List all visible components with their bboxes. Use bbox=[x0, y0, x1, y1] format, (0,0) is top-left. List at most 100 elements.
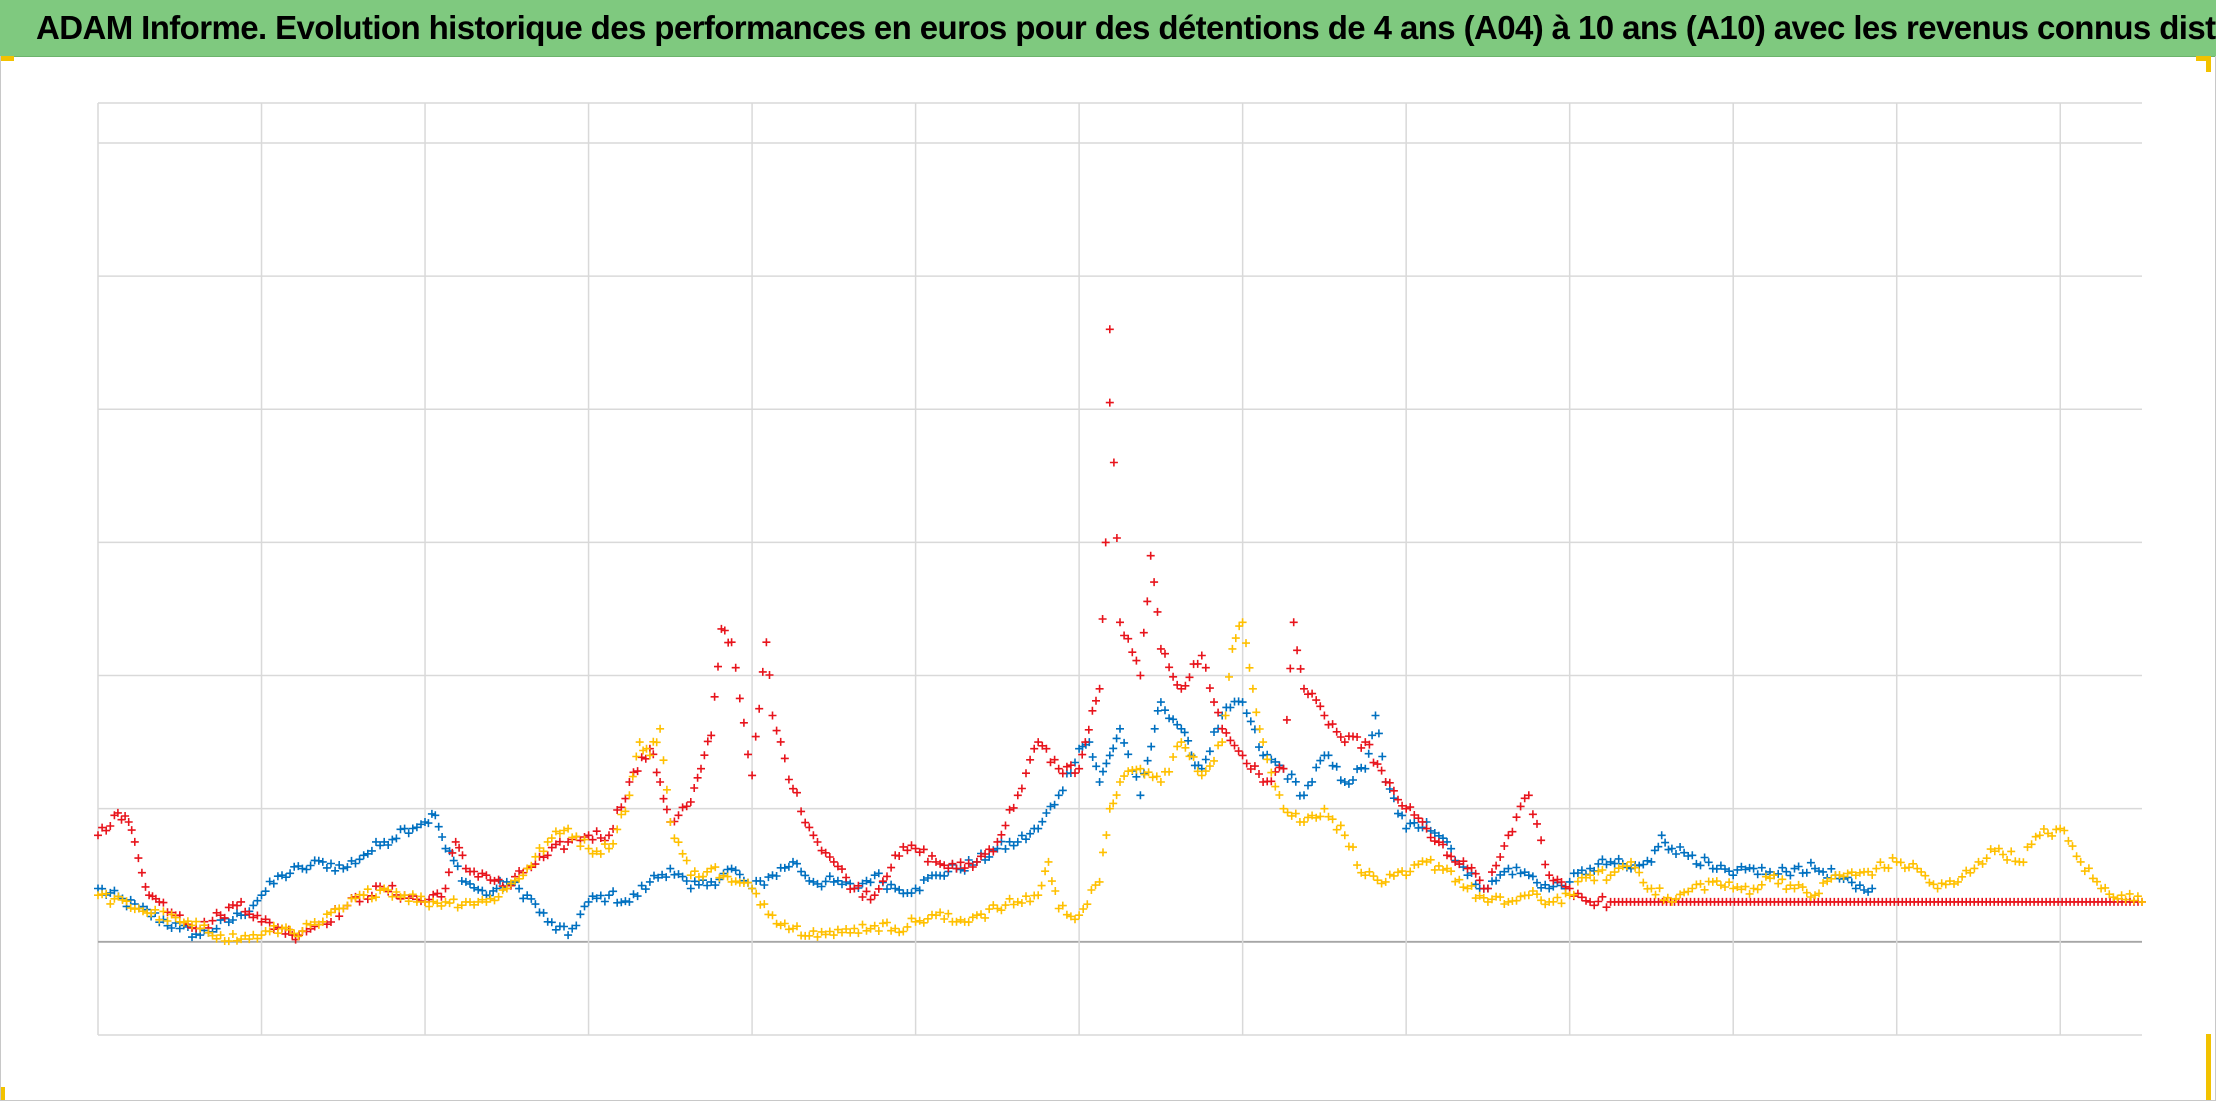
series-1-marker bbox=[306, 861, 315, 870]
series-3-marker bbox=[2109, 893, 2118, 902]
series-3-marker bbox=[1267, 768, 1276, 777]
series-3-marker bbox=[425, 902, 434, 911]
series-2-marker bbox=[208, 916, 217, 925]
series-3-marker bbox=[833, 925, 842, 934]
series-1-marker bbox=[1058, 786, 1067, 795]
series-1-marker bbox=[1374, 729, 1383, 738]
series-3-marker bbox=[625, 791, 634, 800]
series-2-marker bbox=[1282, 715, 1291, 724]
series-3-marker bbox=[1037, 881, 1046, 890]
series-3-marker bbox=[2048, 831, 2057, 840]
series-3-marker bbox=[2129, 896, 2138, 905]
series-1-marker bbox=[1716, 861, 1725, 870]
series-3-marker bbox=[498, 886, 507, 895]
series-3-marker bbox=[560, 826, 568, 835]
series-2-marker bbox=[1185, 673, 1194, 682]
series-1-marker bbox=[1700, 853, 1709, 862]
series-1-marker bbox=[359, 851, 368, 860]
series-3-marker bbox=[1905, 863, 1913, 872]
series-2-marker bbox=[907, 841, 916, 850]
series-1-marker bbox=[1283, 775, 1292, 783]
series-1-marker bbox=[1868, 884, 1877, 893]
series-1-marker bbox=[682, 877, 691, 885]
series-3-marker bbox=[1357, 868, 1366, 877]
series-3-marker bbox=[862, 926, 871, 935]
series-1-marker bbox=[1786, 871, 1795, 880]
series-3-marker bbox=[204, 928, 213, 937]
series-3-marker bbox=[1255, 725, 1264, 733]
series-3-marker bbox=[977, 910, 985, 919]
series-2-marker bbox=[858, 893, 867, 901]
series-3-marker bbox=[1312, 813, 1321, 822]
series-1-marker bbox=[801, 871, 810, 880]
series-1-marker bbox=[298, 864, 307, 873]
series-3-marker bbox=[1537, 896, 1546, 905]
series-3-marker bbox=[200, 921, 209, 930]
series-3-marker bbox=[183, 917, 192, 926]
series-2-marker bbox=[1434, 838, 1443, 847]
series-3-marker bbox=[535, 844, 544, 852]
series-2-marker bbox=[960, 864, 969, 873]
series-1-marker bbox=[1147, 742, 1156, 751]
series-3-marker bbox=[903, 922, 912, 931]
series-3-marker bbox=[605, 844, 613, 853]
series-3-marker bbox=[1982, 854, 1991, 863]
series-2-marker bbox=[944, 864, 953, 873]
series-1-marker bbox=[621, 897, 630, 906]
series-1-marker bbox=[793, 859, 801, 868]
series-2-marker bbox=[1590, 901, 1599, 910]
series-2-marker bbox=[805, 823, 814, 832]
series-1-marker bbox=[1855, 881, 1864, 890]
series-3-marker bbox=[253, 934, 262, 943]
series-2-marker bbox=[1058, 769, 1067, 778]
series-2-marker bbox=[936, 859, 945, 868]
series-2-marker bbox=[801, 818, 810, 827]
series-3-marker bbox=[866, 924, 875, 933]
series-3-marker bbox=[956, 915, 965, 924]
series-1-marker bbox=[993, 844, 1002, 853]
series-1-marker bbox=[1364, 749, 1373, 758]
series-3-marker bbox=[453, 903, 462, 912]
series-3-marker bbox=[564, 824, 573, 833]
series-3-marker bbox=[1488, 895, 1496, 904]
series-3-marker bbox=[1332, 825, 1341, 834]
series-2-marker bbox=[1512, 813, 1521, 822]
series-3-marker bbox=[1753, 885, 1762, 894]
series-1-marker bbox=[789, 857, 797, 866]
series-3-marker bbox=[1590, 876, 1599, 885]
series-1-marker bbox=[539, 908, 548, 917]
series-3-marker bbox=[1843, 869, 1852, 878]
series-1-marker bbox=[376, 841, 385, 850]
series-3-marker bbox=[1610, 868, 1619, 877]
series-3-marker bbox=[1712, 877, 1721, 886]
series-3-marker bbox=[302, 919, 311, 928]
series-1-marker bbox=[1778, 863, 1787, 872]
series-2-marker bbox=[1289, 618, 1298, 627]
series-3-marker bbox=[494, 892, 503, 901]
series-3-marker bbox=[1275, 791, 1284, 799]
series-3-marker bbox=[1663, 893, 1672, 902]
series-2-marker bbox=[968, 863, 977, 871]
series-2-marker bbox=[1238, 751, 1247, 760]
series-3-marker bbox=[1868, 871, 1877, 879]
series-3-marker bbox=[674, 838, 683, 847]
series-1-marker bbox=[805, 876, 814, 885]
series-2-marker bbox=[751, 732, 760, 741]
series-2-marker bbox=[322, 920, 331, 929]
series-1-marker bbox=[1577, 866, 1586, 875]
corner-accent-top-right-tab bbox=[2196, 56, 2211, 61]
series-3-marker bbox=[846, 928, 855, 937]
series-1-marker bbox=[1520, 868, 1529, 877]
series-1-marker bbox=[678, 872, 687, 881]
series-2-marker bbox=[714, 662, 722, 671]
series-3-marker bbox=[1790, 884, 1799, 893]
series-1-marker bbox=[866, 878, 875, 887]
series-1-marker bbox=[339, 864, 348, 873]
series-3-marker bbox=[1071, 915, 1079, 924]
series-3-marker bbox=[1766, 874, 1774, 883]
series-2-marker bbox=[854, 881, 863, 890]
series-1-marker bbox=[1654, 842, 1663, 851]
series-3-marker bbox=[1210, 756, 1218, 765]
series-2-marker bbox=[686, 798, 695, 806]
series-3-marker bbox=[1414, 860, 1423, 869]
